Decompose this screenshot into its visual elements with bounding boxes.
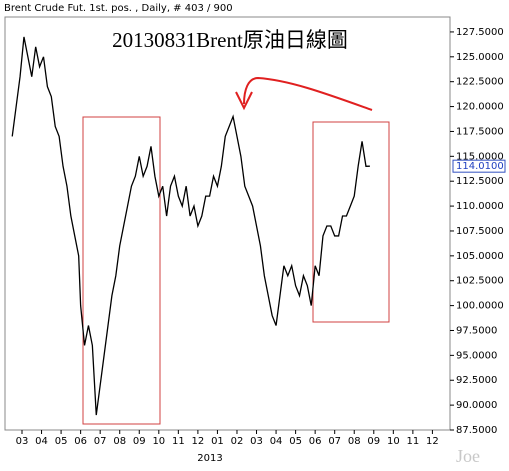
x-tick-label: 08 <box>113 436 126 447</box>
x-tick-label: 10 <box>387 436 400 447</box>
year-label: 2013 <box>197 453 222 464</box>
price-line <box>11 36 370 416</box>
last-price-label: 114.0100 <box>456 161 504 172</box>
x-tick-label: 06 <box>74 436 87 447</box>
x-tick-label: 02 <box>231 436 244 447</box>
x-tick-label: 03 <box>250 436 263 447</box>
x-tick-label: 06 <box>309 436 322 447</box>
x-tick-label: 04 <box>270 436 283 447</box>
arrow-head <box>235 91 253 111</box>
x-tick-label: 05 <box>289 436 302 447</box>
y-tick-label: 112.5000 <box>456 176 504 187</box>
highlight-box <box>82 116 161 425</box>
x-tick-label: 04 <box>35 436 48 447</box>
y-tick-label: 90.0000 <box>456 400 497 411</box>
x-tick-label: 03 <box>16 436 29 447</box>
y-tick-label: 97.5000 <box>456 325 497 336</box>
y-tick-label: 107.5000 <box>456 226 504 237</box>
x-tick-label: 05 <box>55 436 68 447</box>
last-price-box <box>452 159 506 173</box>
chart-header: Brent Crude Fut. 1st. pos. , Daily, # 40… <box>4 3 233 14</box>
y-tick-label: 115.0000 <box>456 151 504 162</box>
y-tick-label: 87.5000 <box>456 425 497 436</box>
y-tick-label: 122.5000 <box>456 77 504 88</box>
x-tick-label: 11 <box>407 436 420 447</box>
highlight-box <box>312 121 390 323</box>
y-tick-label: 95.0000 <box>456 350 497 361</box>
chart-title: 20130831Brent原油日線圖 <box>112 28 348 52</box>
y-tick-label: 120.0000 <box>456 102 504 113</box>
y-tick-label: 110.0000 <box>456 201 504 212</box>
plot-frame <box>4 16 451 431</box>
y-tick-label: 125.0000 <box>456 52 504 63</box>
x-tick-label: 12 <box>426 436 439 447</box>
arrow <box>243 76 373 111</box>
watermark: Joe <box>456 446 480 466</box>
x-tick-label: 10 <box>152 436 165 447</box>
y-tick-label: 102.5000 <box>456 276 504 287</box>
x-tick-label: 09 <box>367 436 380 447</box>
x-tick-label: 08 <box>348 436 361 447</box>
x-tick-label: 07 <box>328 436 341 447</box>
x-tick-label: 09 <box>133 436 146 447</box>
y-tick-label: 127.5000 <box>456 27 504 38</box>
x-tick-label: 11 <box>172 436 185 447</box>
y-tick-label: 105.0000 <box>456 251 504 262</box>
y-tick-label: 100.0000 <box>456 301 504 312</box>
x-tick-label: 07 <box>94 436 107 447</box>
x-tick-label: 12 <box>192 436 205 447</box>
y-tick-label: 117.5000 <box>456 126 504 137</box>
x-tick-label: 01 <box>211 436 224 447</box>
y-tick-label: 92.5000 <box>456 375 497 386</box>
